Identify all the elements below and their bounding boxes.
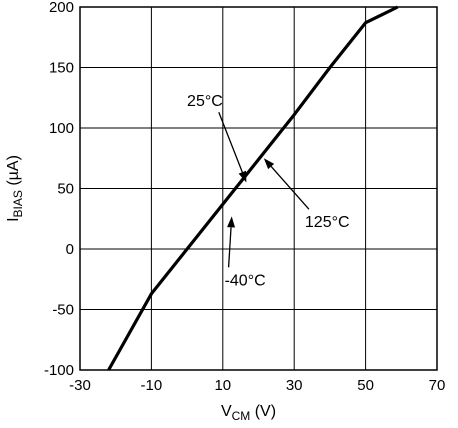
annotation-arrow (227, 227, 232, 268)
y-axis-title-unit: (µA) (5, 155, 22, 190)
x-tick-label: 70 (429, 377, 446, 394)
annotation-arrowhead (227, 216, 236, 228)
y-tick-label: 50 (57, 181, 74, 198)
annotation-arrow (218, 111, 243, 173)
y-tick-label: -50 (52, 302, 74, 319)
series-layer (107, 5, 399, 371)
x-tick-label: -30 (69, 377, 91, 394)
y-tick-label: 200 (49, 0, 74, 16)
plot-frame (79, 6, 438, 371)
y-tick-label: 150 (49, 60, 74, 77)
y-tick-label: 100 (49, 120, 74, 137)
x-tick-label: 30 (286, 377, 303, 394)
annotations: 25°C 125°C -40°C (187, 93, 350, 289)
x-tick-label: 50 (357, 377, 374, 394)
annotation-arrowhead (263, 158, 275, 170)
y-tick-label: -100 (44, 362, 74, 379)
x-tick-label: 10 (214, 377, 231, 394)
series-line (107, 5, 399, 371)
y-axis-title-main: I (5, 217, 22, 221)
tick-labels: -30 -10 10 30 50 70 -100 -50 0 50 100 150 200 (44, 0, 445, 394)
y-axis-title-subscript: BIAS (11, 190, 25, 217)
annotation-arrowhead (238, 170, 247, 183)
annotation-arrow (270, 166, 310, 210)
annotation-label: 125°C (305, 214, 350, 231)
y-tick-label: 0 (66, 241, 74, 258)
grid (80, 7, 437, 370)
x-axis-title-main: V (221, 403, 232, 420)
annotation-label: 25°C (187, 93, 223, 110)
x-axis-title-unit: (V) (250, 403, 276, 420)
x-tick-label: -10 (141, 377, 163, 394)
annotation-label: -40°C (225, 272, 266, 289)
x-axis-title: VCM (V) (221, 403, 276, 423)
x-axis-title-subscript: CM (232, 409, 251, 423)
y-axis-title: IBIAS (µA) (5, 155, 25, 222)
